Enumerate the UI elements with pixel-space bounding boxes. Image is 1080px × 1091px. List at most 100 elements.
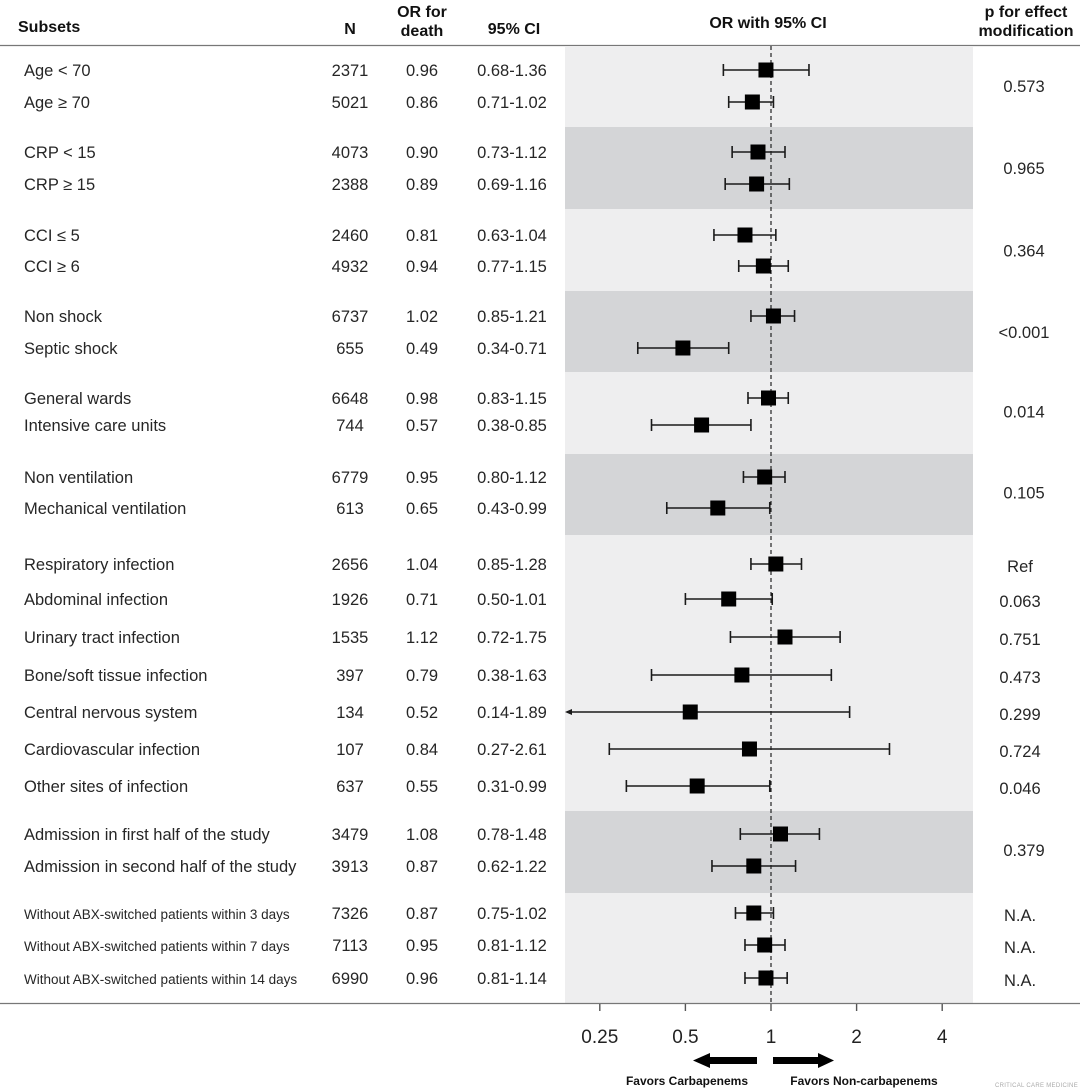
or-value: 0.96 (406, 970, 438, 988)
table-row: Without ABX-switched patients within 3 d… (24, 905, 775, 923)
ci-value: 0.81-1.12 (477, 937, 547, 955)
subset-label: Admission in second half of the study (24, 858, 297, 876)
ci-value: 0.83-1.15 (477, 390, 547, 408)
subset-label: Septic shock (24, 340, 118, 358)
ci-value: 0.73-1.12 (477, 144, 547, 162)
n-value: 397 (336, 667, 364, 685)
x-tick-label: 0.25 (581, 1027, 618, 1048)
table-row: Non shock 6737 1.02 0.85-1.21 (24, 308, 796, 326)
n-value: 2460 (332, 227, 369, 245)
or-value: 1.04 (406, 556, 438, 574)
or-value: 0.86 (406, 94, 438, 112)
or-value: 0.94 (406, 258, 438, 276)
or-point-marker (744, 94, 760, 110)
or-value: 0.81 (406, 227, 438, 245)
subset-label: Cardiovascular infection (24, 741, 200, 759)
header-p-line2: modification (978, 23, 1073, 40)
subset-label: Other sites of infection (24, 778, 188, 796)
n-value: 6779 (332, 469, 369, 487)
or-value: 0.52 (406, 704, 438, 722)
or-point-marker (755, 258, 771, 274)
p-value-label: 0.046 (999, 780, 1040, 798)
table-rows: Age < 70 2371 0.96 0.68-1.36 Age ≥ 70 5021 0.8… (24, 62, 891, 988)
or-value: 0.84 (406, 741, 438, 759)
subset-label: CRP ≥ 15 (24, 176, 95, 194)
group-band-dark (565, 127, 973, 209)
group-band-dark (565, 454, 973, 535)
table-row: CRP ≥ 15 2388 0.89 0.69-1.16 (24, 176, 791, 194)
table-row: Age < 70 2371 0.96 0.68-1.36 (24, 62, 810, 80)
p-value-label: 0.751 (999, 631, 1040, 649)
or-point-marker (777, 629, 793, 645)
n-value: 107 (336, 741, 364, 759)
or-point-marker (758, 970, 774, 986)
or-point-marker (773, 826, 789, 842)
n-value: 4932 (332, 258, 369, 276)
table-row: Intensive care units 744 0.57 0.38-0.85 (24, 417, 752, 435)
or-point-marker (694, 417, 710, 433)
x-tick-label: 0.5 (672, 1027, 698, 1048)
p-value-label: <0.001 (999, 324, 1050, 342)
or-point-marker (737, 227, 753, 243)
header-n: N (344, 21, 356, 38)
ci-value: 0.72-1.75 (477, 629, 547, 647)
or-point-marker (758, 62, 774, 78)
favors-carbapenems-arrow-icon (693, 1053, 757, 1068)
ci-value: 0.77-1.15 (477, 258, 547, 276)
group-band-light (565, 535, 973, 811)
n-value: 134 (336, 704, 364, 722)
table-row: General wards 6648 0.98 0.83-1.15 (24, 390, 790, 408)
p-value-label: 0.473 (999, 669, 1040, 687)
n-value: 6737 (332, 308, 369, 326)
header-or-line2: death (401, 23, 444, 40)
ci-value: 0.81-1.14 (477, 970, 547, 988)
group-band-dark (565, 291, 973, 372)
n-value: 2388 (332, 176, 369, 194)
subset-label: Age ≥ 70 (24, 94, 90, 112)
table-row: Bone/soft tissue infection 397 0.79 0.38-1.… (24, 667, 833, 685)
or-value: 1.02 (406, 308, 438, 326)
n-value: 4073 (332, 144, 369, 162)
ci-value: 0.80-1.12 (477, 469, 547, 487)
or-point-marker (750, 144, 766, 160)
subset-label: Bone/soft tissue infection (24, 667, 207, 685)
favors-left-label: Favors Carbapenems (626, 1074, 748, 1088)
ci-value: 0.38-0.85 (477, 417, 547, 435)
or-point-marker (746, 905, 762, 921)
table-row: Admission in second half of the study 391… (24, 858, 797, 876)
subset-label: General wards (24, 390, 131, 408)
or-point-marker (768, 556, 784, 572)
n-value: 1535 (332, 629, 369, 647)
p-value-label: N.A. (1004, 972, 1036, 990)
or-point-marker (765, 308, 781, 324)
or-point-marker (721, 591, 737, 607)
subset-label: Without ABX-switched patients within 14 … (24, 972, 297, 987)
subset-label: Age < 70 (24, 62, 91, 80)
table-row: Admission in first half of the study 3479… (24, 826, 821, 844)
p-value-label: 0.299 (999, 706, 1040, 724)
journal-credit: CRITICAL CARE MEDICINE (995, 1083, 1078, 1089)
n-value: 1926 (332, 591, 369, 609)
group-band-dark (565, 811, 973, 893)
or-value: 0.98 (406, 390, 438, 408)
or-value: 0.79 (406, 667, 438, 685)
ci-value: 0.38-1.63 (477, 667, 547, 685)
ci-value: 0.43-0.99 (477, 500, 547, 518)
ci-value: 0.14-1.89 (477, 704, 547, 722)
subset-label: CRP < 15 (24, 144, 96, 162)
or-value: 0.55 (406, 778, 438, 796)
or-value: 0.96 (406, 62, 438, 80)
or-point-marker (710, 500, 726, 516)
ci-value: 0.27-2.61 (477, 741, 547, 759)
table-row: CRP < 15 4073 0.90 0.73-1.12 (24, 144, 786, 162)
header-or-line1: OR for (397, 4, 447, 21)
subset-label: Respiratory infection (24, 556, 174, 574)
subset-label: Abdominal infection (24, 591, 168, 609)
subset-label: Non ventilation (24, 469, 133, 487)
ci-truncation-arrow-icon (565, 709, 572, 715)
ci-value: 0.31-0.99 (477, 778, 547, 796)
or-point-marker (757, 469, 773, 485)
ci-value: 0.62-1.22 (477, 858, 547, 876)
n-value: 6648 (332, 390, 369, 408)
table-row: Age ≥ 70 5021 0.86 0.71-1.02 (24, 94, 775, 112)
